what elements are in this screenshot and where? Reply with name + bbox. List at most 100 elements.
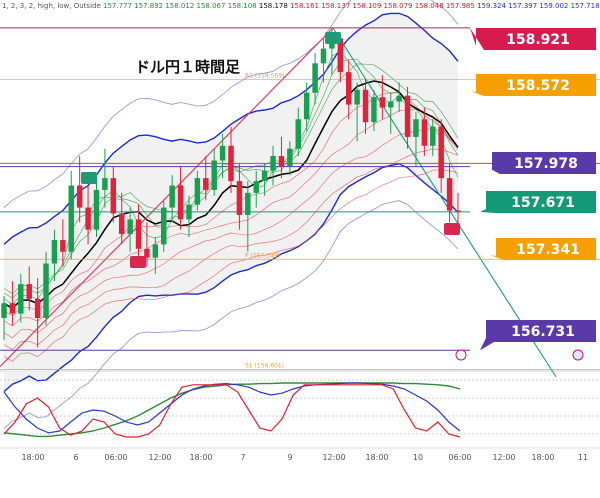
indicator-value: 157.985 (446, 2, 477, 10)
candle (110, 166, 117, 223)
candle-body (161, 207, 167, 245)
x-tick-label: 10 (413, 453, 423, 462)
candle (161, 200, 167, 252)
price-tags: 158.921 158.572 157.978 157.671 157.341 156.7… (470, 27, 596, 351)
signal-marker (81, 172, 97, 184)
candle-body (219, 145, 226, 161)
candle-body (85, 207, 91, 230)
indicator-value: 157.718 (571, 2, 600, 10)
indicator-value: 158.067 (197, 2, 228, 10)
signal-marker (444, 223, 460, 235)
indicator-values: 1, 2, 3, 2, high, low, Outside 157.777 1… (2, 2, 600, 10)
candle (228, 126, 234, 193)
candle-body (312, 63, 318, 93)
candle-body (135, 219, 142, 249)
candle (362, 78, 369, 134)
indicator-value: 158.178 (259, 2, 290, 10)
candle (404, 86, 411, 149)
candle (169, 175, 175, 223)
indicator-params: 1, 2, 3, 2, high, low, Outside (2, 2, 103, 10)
candle-body (303, 92, 310, 120)
x-tick-label: 12:00 (492, 453, 515, 462)
candle-body (169, 185, 175, 208)
candle (303, 82, 310, 132)
price-tag: 157.341 (490, 238, 596, 260)
candle (102, 148, 108, 208)
candle-body (362, 89, 369, 123)
candle-body (118, 213, 125, 235)
candle-body (295, 119, 301, 149)
x-tick-label: 18:00 (531, 453, 554, 462)
outer-lower-band (3, 200, 459, 429)
candle-body (455, 210, 461, 212)
candle-body (110, 178, 117, 214)
candle-body (93, 189, 100, 230)
candle-body (43, 263, 49, 318)
x-tick-label: 06:00 (104, 453, 127, 462)
candle (26, 266, 32, 311)
candle (127, 207, 133, 252)
price-tag: 158.572 (470, 74, 596, 96)
candle-body (228, 145, 234, 182)
time-axis: 18:00 6 06:00 12:00 18:00 7 9 12:00 18:00 10 06:00… (0, 447, 600, 462)
candle (312, 53, 318, 105)
candle (211, 148, 217, 196)
candle-body (261, 170, 268, 182)
candle (9, 281, 16, 326)
candle (379, 75, 386, 120)
candle (194, 170, 201, 211)
candle (118, 192, 125, 245)
ma-red-line (3, 128, 459, 339)
candle-body (127, 219, 133, 235)
candle-body (354, 89, 360, 105)
candle-body (1, 303, 7, 318)
candle-body (404, 95, 411, 137)
indicator-value: 158.079 (384, 2, 415, 10)
candle (186, 195, 192, 238)
down-trend-line (332, 27, 557, 378)
candle (388, 92, 394, 134)
candle (68, 170, 74, 260)
ma-red-line (3, 169, 459, 362)
candle (236, 163, 243, 230)
candle-body (421, 119, 428, 146)
candle (76, 156, 83, 223)
candle (177, 166, 184, 230)
price-tag-shape (490, 238, 596, 260)
pivot-label: P (157.349) (245, 252, 280, 259)
indicator-value: 157.397 (508, 2, 539, 10)
price-tag-shape (486, 152, 596, 174)
candle (261, 163, 268, 196)
candle-body (203, 178, 209, 190)
candle (245, 181, 251, 252)
lightning-icon (455, 349, 467, 361)
candle-body (236, 181, 243, 215)
indicator-value: 159.324 (477, 2, 508, 10)
candle-body (320, 48, 327, 64)
indicator-value: 158.108 (228, 2, 259, 10)
candle-body (430, 126, 436, 146)
price-tag-value: 158.921 (506, 32, 570, 48)
candle (60, 219, 66, 267)
candle (446, 163, 453, 223)
price-tag-shape (480, 191, 596, 213)
oscillator-area (0, 372, 600, 448)
x-tick-label: 18:00 (21, 453, 44, 462)
indicator-value: 158.048 (415, 2, 446, 10)
candle-body (211, 160, 217, 190)
candle-body (245, 192, 251, 215)
candle-body (152, 244, 159, 258)
price-tag: 156.731 (480, 320, 596, 351)
price-tag: 157.671 (480, 191, 596, 213)
candle (287, 141, 293, 176)
candle (18, 273, 24, 323)
candle-body (102, 178, 108, 190)
price-tag-value: 157.671 (511, 195, 575, 211)
candle (219, 133, 226, 179)
candle-body (177, 185, 184, 220)
pivot-label: R1 (158.569) (245, 73, 284, 80)
indicator-value: 158.109 (352, 2, 383, 10)
candle (203, 156, 209, 201)
x-tick-label: 18:00 (189, 453, 212, 462)
chart-title: ドル円１時間足 (135, 58, 241, 76)
